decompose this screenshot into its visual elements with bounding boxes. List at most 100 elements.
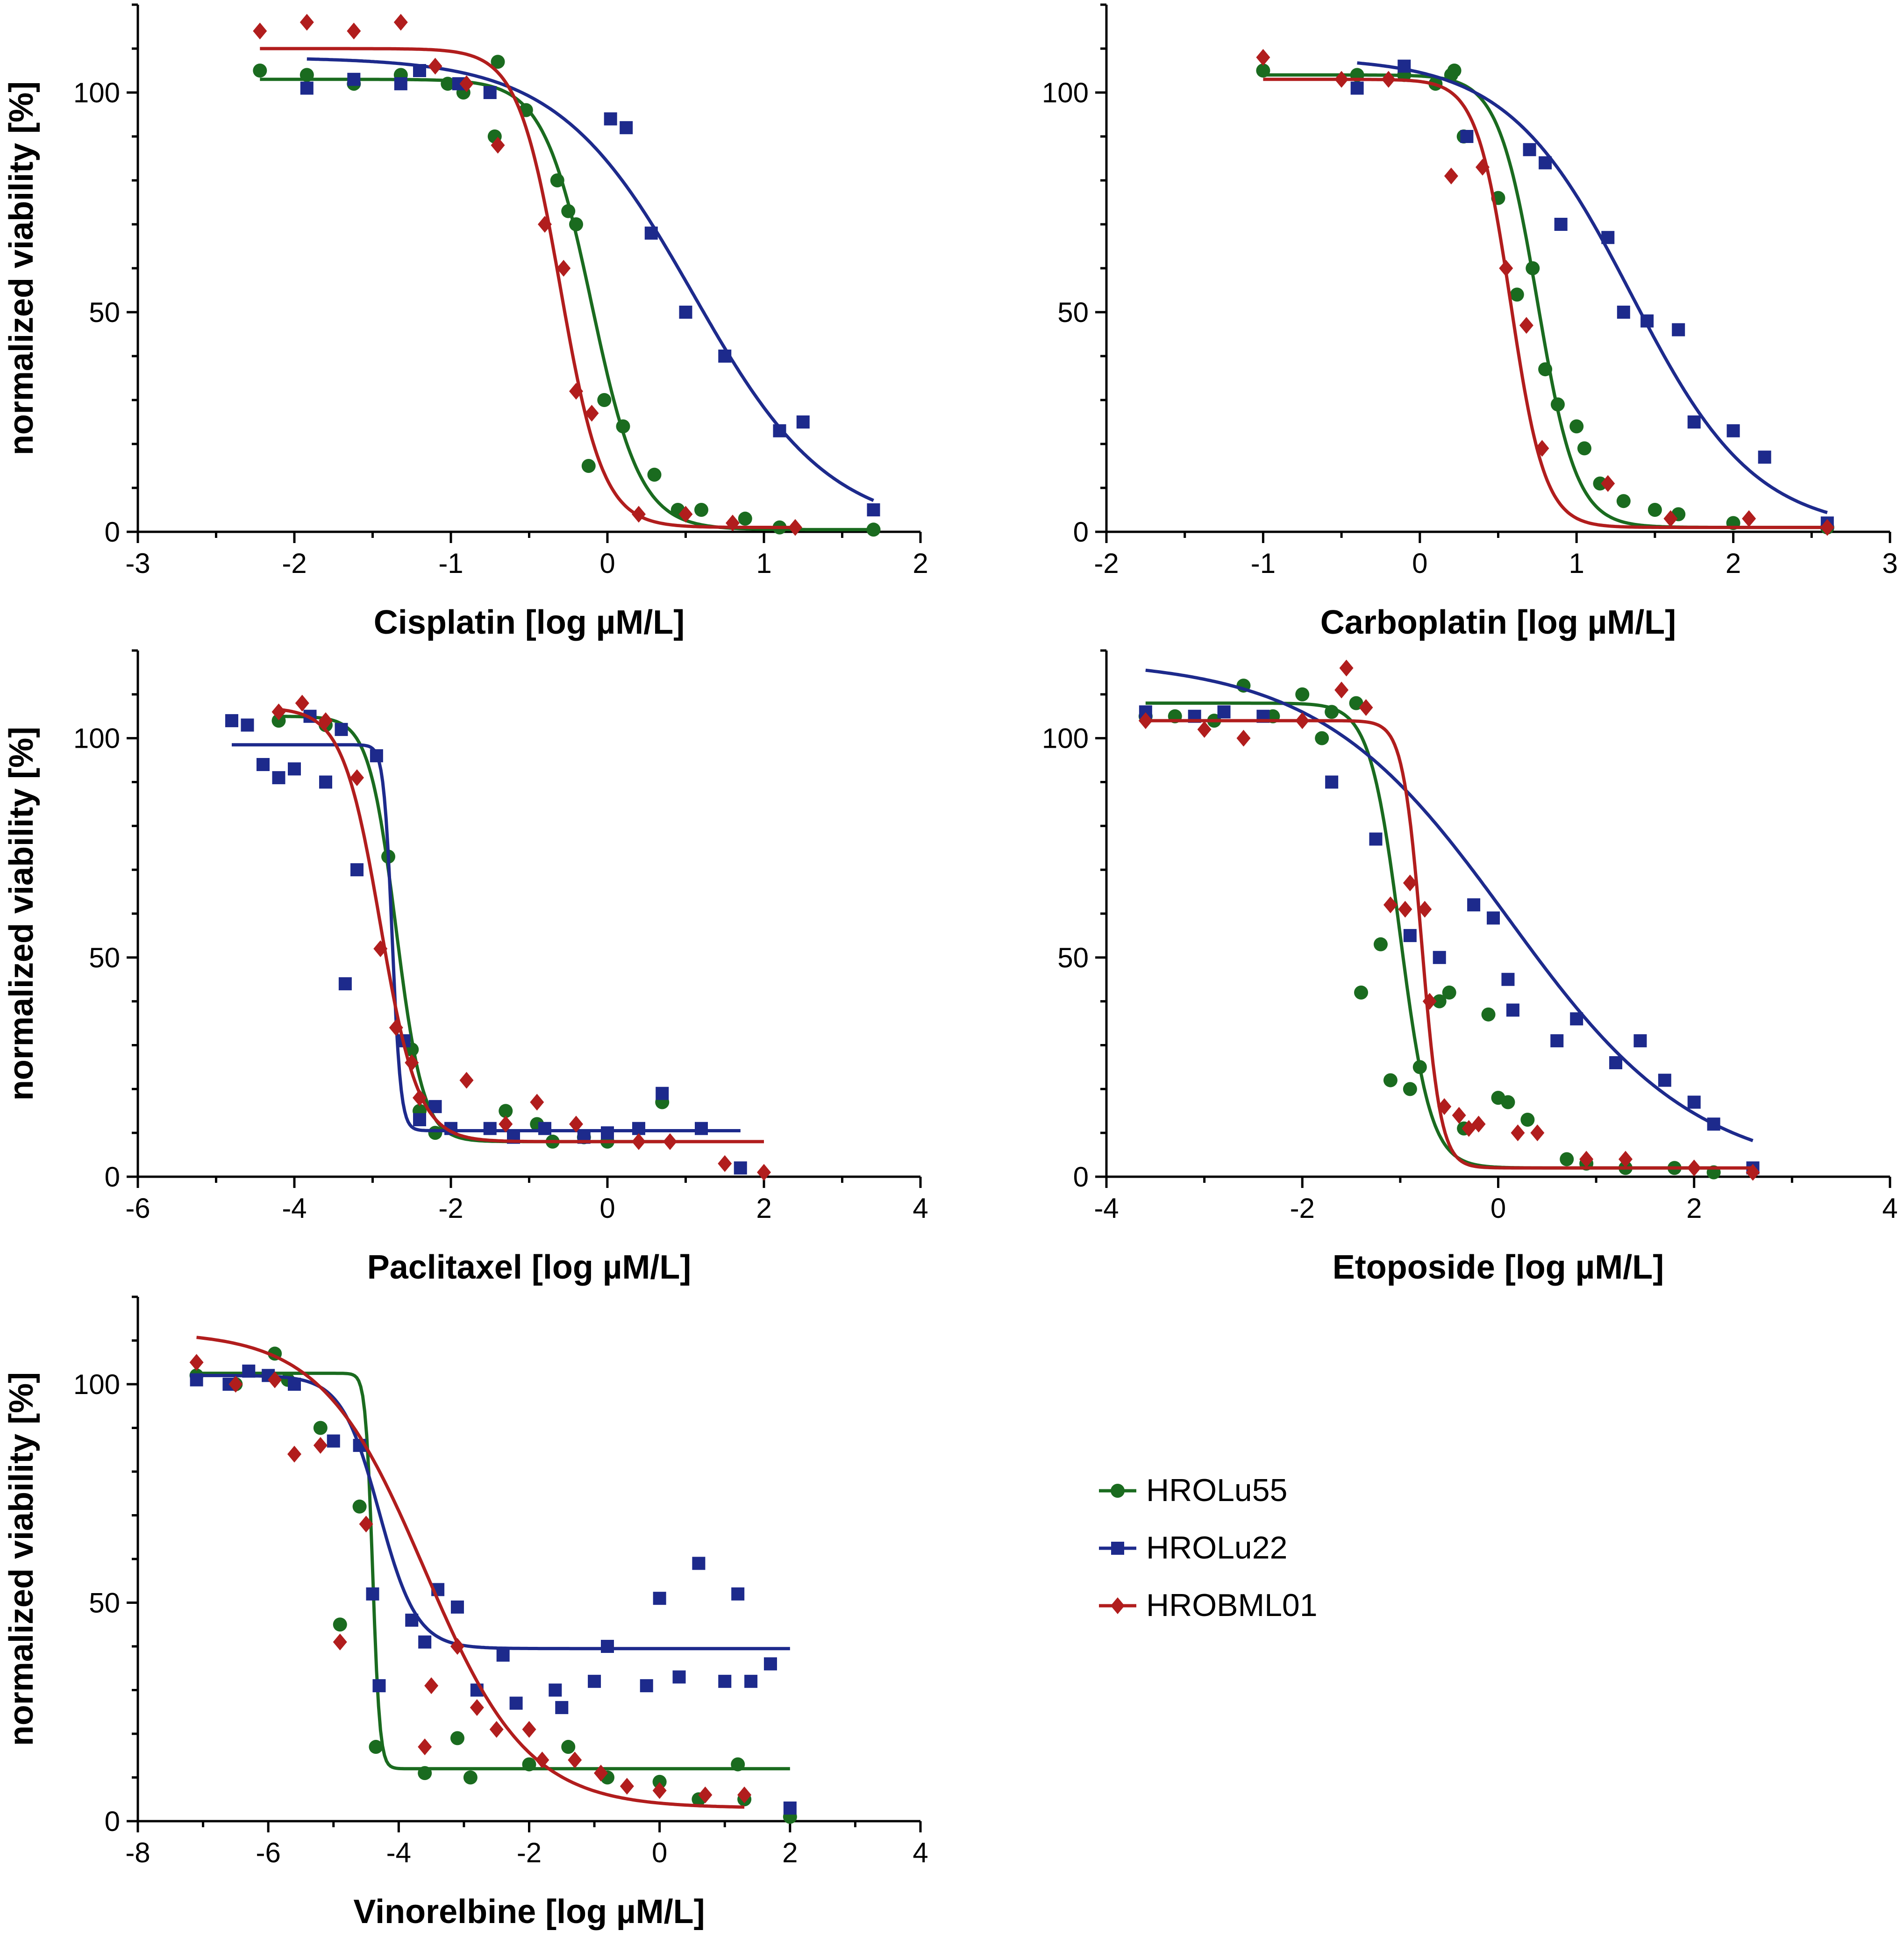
data-point-hrobml01: [726, 515, 740, 532]
data-point-hrolu22: [601, 1640, 614, 1653]
data-point-hrobml01: [1601, 475, 1615, 492]
x-tick-label: 4: [913, 1193, 928, 1224]
series-hrobml01: [1138, 659, 1760, 1181]
data-point-hrobml01: [620, 1778, 634, 1795]
data-point-hrobml01: [1403, 874, 1417, 892]
data-point-hrolu22: [672, 1670, 686, 1684]
x-tick-label: 4: [1882, 1193, 1897, 1224]
data-point-hrolu22: [300, 81, 314, 95]
data-point-hrolu55: [1349, 696, 1363, 710]
data-point-hrobml01: [594, 1765, 608, 1782]
data-point-hrolu22: [1460, 130, 1474, 143]
data-point-hrobml01: [1619, 1151, 1633, 1168]
data-point-hrobml01: [737, 1786, 752, 1803]
x-tick-label: 0: [599, 548, 615, 579]
data-point-hrobml01: [1452, 1107, 1466, 1124]
data-point-hrobml01: [1422, 993, 1437, 1010]
data-point-hrolu22: [405, 1613, 419, 1627]
x-tick-label: 3: [1882, 548, 1897, 579]
fit-curve-hrolu22: [1145, 668, 1754, 1143]
data-point-hrobml01: [1663, 510, 1678, 527]
data-point-hrolu22: [225, 714, 238, 728]
data-point-hrolu55: [253, 64, 267, 78]
data-point-hrolu22: [257, 758, 270, 771]
data-point-hrobml01: [347, 22, 361, 40]
panel-vinorelbine: 0 50 100 -8 -6 -4 -2 0 2 4 Vinorelbine [log µM/L] n…: [3, 1295, 928, 1931]
x-axis-title: Paclitaxel [log µM/L]: [367, 1249, 692, 1286]
y-tick-label: 0: [105, 1806, 120, 1837]
data-point-hrolu22: [413, 64, 426, 77]
data-point-hrolu55: [1403, 1082, 1417, 1096]
x-tick-label: 1: [756, 548, 771, 579]
data-point-hrolu22: [190, 1373, 203, 1387]
data-point-hrolu55: [450, 1731, 464, 1745]
data-point-hrolu22: [555, 1701, 569, 1714]
data-point-hrolu55: [1538, 362, 1553, 377]
legend-symbol-hrolu22: [1111, 1542, 1124, 1555]
data-point-hrolu22: [1398, 59, 1411, 73]
y-tick-label: 100: [73, 77, 120, 108]
data-point-hrolu22: [783, 1801, 797, 1815]
fit-curve-hrolu22: [232, 743, 741, 1132]
data-point-hrobml01: [1295, 712, 1310, 729]
data-point-hrolu55: [1432, 994, 1447, 1008]
data-point-hrobml01: [350, 769, 364, 787]
data-point-hrobml01: [300, 14, 314, 31]
data-point-hrobml01: [470, 1699, 484, 1716]
data-point-hrolu55: [463, 1770, 478, 1785]
data-point-hrolu55: [1510, 287, 1524, 302]
data-point-hrolu55: [1256, 64, 1270, 78]
data-point-hrolu55: [561, 204, 576, 218]
data-point-hrolu55: [271, 714, 286, 728]
fit-curve-hrobml01: [278, 708, 764, 1144]
data-point-hrolu22: [483, 86, 497, 99]
data-point-hrobml01: [1687, 1159, 1701, 1177]
data-point-hrolu55: [1569, 419, 1584, 434]
series-hrolu55: [189, 1346, 797, 1824]
data-point-hrolu55: [1325, 705, 1339, 719]
data-point-hrolu22: [656, 1087, 669, 1100]
data-point-hrolu22: [418, 1635, 432, 1649]
series-hrolu22: [1139, 668, 1760, 1175]
y-axis-title: normalized viability [%]: [3, 727, 40, 1101]
data-point-hrolu22: [1467, 898, 1481, 912]
data-point-hrobml01: [1418, 901, 1432, 918]
x-tick-label: -4: [386, 1837, 411, 1868]
data-point-hrobml01: [1334, 71, 1349, 88]
data-point-hrobml01: [450, 1638, 464, 1655]
data-point-hrolu55: [597, 393, 612, 407]
x-axis-title: Carboplatin [log µM/L]: [1320, 604, 1676, 641]
data-point-hrolu55: [1647, 503, 1662, 517]
data-point-hrolu22: [1350, 81, 1364, 95]
data-point-hrolu22: [1554, 218, 1568, 231]
data-point-hrolu22: [350, 863, 364, 877]
data-point-hrobml01: [313, 1437, 328, 1454]
data-point-hrolu22: [632, 1122, 645, 1135]
x-tick-label: 1: [1569, 548, 1584, 579]
data-point-hrobml01: [418, 1738, 432, 1756]
data-point-hrolu55: [522, 1757, 536, 1772]
data-point-hrolu22: [640, 1679, 653, 1693]
fit-curve-hrobml01: [260, 47, 795, 529]
data-point-hrolu22: [620, 121, 633, 135]
data-point-hrolu55: [499, 1104, 513, 1118]
legend: HROLu55 HROLu22 HROBML01: [1099, 1473, 1318, 1623]
fit-curve-hrolu55: [260, 78, 874, 531]
y-axis-title: normalized viability [%]: [3, 727, 40, 1101]
data-point-hrobml01: [1530, 1124, 1545, 1142]
y-tick-label: 100: [73, 1369, 120, 1400]
fit-curve-hrolu55: [1145, 701, 1714, 1170]
fit-curve-hrolu22: [196, 1373, 790, 1651]
x-tick-label: -2: [1290, 1193, 1315, 1224]
y-axis-title: normalized viability [%]: [3, 81, 40, 455]
data-point-hrolu55: [1550, 397, 1565, 412]
y-tick-label: 100: [1042, 77, 1089, 108]
data-point-hrolu22: [1487, 911, 1500, 925]
data-point-hrolu55: [1481, 1007, 1496, 1022]
data-point-hrolu22: [496, 1648, 510, 1662]
data-point-hrolu22: [335, 722, 348, 736]
data-point-hrolu22: [1672, 323, 1685, 336]
data-point-hrolu55: [441, 77, 455, 91]
x-tick-label: -2: [517, 1837, 542, 1868]
